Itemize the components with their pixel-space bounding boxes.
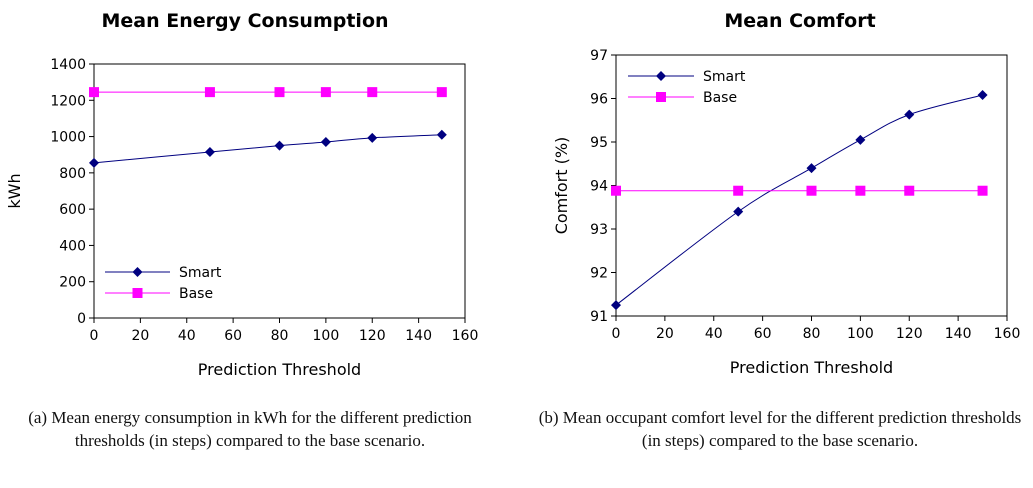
x-tick-label: 120 <box>896 326 923 342</box>
data-point-smart <box>89 157 99 168</box>
data-point-smart <box>611 300 621 311</box>
x-tick-label: 40 <box>178 328 196 344</box>
data-point-smart <box>274 140 285 151</box>
data-point-base <box>436 87 447 98</box>
data-point-base <box>806 185 817 196</box>
legend-label-base: Base <box>179 286 213 302</box>
chart-1: Mean Comfort 0 20 40 60 80 100 120 140 160 91 92 93 9… <box>552 10 1020 377</box>
x-tick-label: 140 <box>945 326 972 342</box>
y-tick-label: 600 <box>59 202 86 218</box>
x-tick-label: 60 <box>754 326 772 342</box>
x-tick-label: 120 <box>359 328 386 344</box>
x-tick-label: 100 <box>847 326 874 342</box>
data-point-base <box>855 185 866 196</box>
y-tick-label: 94 <box>590 179 608 195</box>
legend-label-smart: Smart <box>179 265 222 281</box>
x-tick-label: 160 <box>994 326 1021 342</box>
x-tick-label: 60 <box>224 328 242 344</box>
figure-canvas: Mean Energy Consumption 0 20 40 60 80 100 120 14… <box>5 10 1020 379</box>
y-tick-label: 93 <box>590 222 608 238</box>
y-tick-label: 0 <box>77 311 86 327</box>
x-axis-label: Prediction Threshold <box>198 360 361 379</box>
y-axis-label: kWh <box>5 173 24 208</box>
y-tick-label: 1400 <box>50 57 86 73</box>
legend-marker-base <box>656 92 666 102</box>
y-tick-label: 96 <box>590 92 608 108</box>
caption-b: (b) Mean occupant comfort level for the … <box>538 408 1022 450</box>
x-tick-label: 140 <box>405 328 432 344</box>
x-tick-label: 0 <box>90 328 99 344</box>
y-tick-label: 1000 <box>50 130 86 146</box>
series-line-smart <box>615 94 983 306</box>
y-axis-label: Comfort (%) <box>552 137 571 235</box>
x-tick-label: 80 <box>271 328 289 344</box>
caption-a: (a) Mean energy consumption in kWh for t… <box>28 408 472 450</box>
data-point-base <box>977 185 988 196</box>
data-point-base <box>204 87 215 98</box>
data-point-base <box>904 185 915 196</box>
chart-title: Mean Energy Consumption <box>101 10 388 32</box>
legend-label-smart: Smart <box>703 69 746 85</box>
x-tick-label: 40 <box>705 326 723 342</box>
data-point-smart <box>320 137 331 148</box>
y-tick-label: 91 <box>590 309 608 325</box>
data-point-base <box>611 185 621 196</box>
plot-frame <box>615 54 1008 317</box>
y-tick-label: 97 <box>590 48 608 64</box>
x-tick-label: 20 <box>656 326 674 342</box>
legend-marker-smart <box>132 267 143 277</box>
data-point-base <box>733 185 744 196</box>
y-tick-label: 800 <box>59 166 86 182</box>
plot-frame <box>93 63 466 319</box>
x-tick-label: 80 <box>803 326 821 342</box>
chart-title: Mean Comfort <box>724 10 875 32</box>
x-tick-label: 20 <box>131 328 149 344</box>
data-point-smart <box>904 109 915 120</box>
data-point-smart <box>367 132 378 143</box>
chart-0: Mean Energy Consumption 0 20 40 60 80 100 120 14… <box>5 10 478 379</box>
x-axis-label: Prediction Threshold <box>730 358 893 377</box>
series-line-smart <box>93 134 442 164</box>
data-point-base <box>89 87 99 98</box>
x-tick-label: 0 <box>612 326 621 342</box>
x-tick-label: 160 <box>452 328 479 344</box>
data-point-base <box>320 87 331 98</box>
data-point-smart <box>204 146 215 157</box>
data-point-smart <box>977 90 988 101</box>
y-tick-label: 1200 <box>50 93 86 109</box>
legend-marker-smart <box>656 71 666 81</box>
x-tick-label: 100 <box>313 328 340 344</box>
data-point-smart <box>855 134 866 145</box>
y-tick-label: 95 <box>590 135 608 151</box>
legend-label-base: Base <box>703 90 737 106</box>
data-point-base <box>367 87 378 98</box>
data-point-smart <box>436 129 447 140</box>
data-point-base <box>274 87 285 98</box>
data-point-smart <box>733 206 744 217</box>
legend-marker-base <box>132 288 143 298</box>
y-tick-label: 400 <box>59 238 86 254</box>
y-tick-label: 92 <box>590 266 608 282</box>
data-point-smart <box>806 163 817 174</box>
y-tick-label: 200 <box>59 275 86 291</box>
